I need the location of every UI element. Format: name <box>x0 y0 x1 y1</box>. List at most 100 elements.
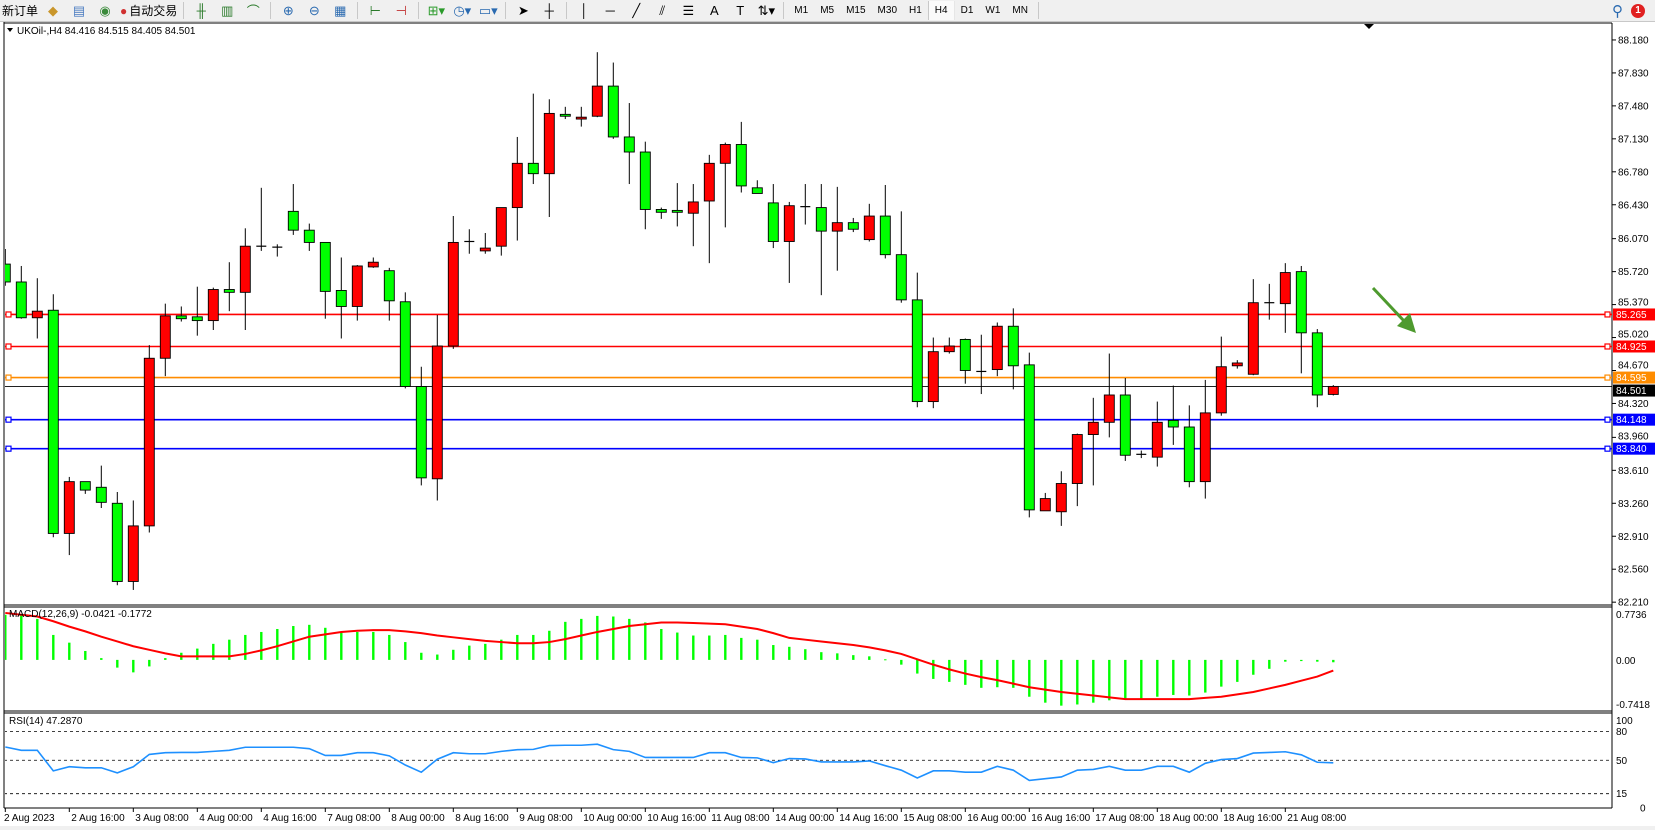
zoom-in-icon[interactable]: ⊕ <box>282 2 294 18</box>
price-tick-label: 85.720 <box>1618 267 1649 278</box>
timeframe-h1[interactable]: H1 <box>909 5 922 16</box>
level-handle[interactable] <box>1604 374 1611 381</box>
candlestick-chart-icon[interactable]: ▥ <box>221 2 234 18</box>
chart-shift-marker-icon[interactable] <box>1364 24 1374 29</box>
level-handle[interactable] <box>5 416 12 423</box>
candle <box>399 292 411 389</box>
candle <box>543 99 555 217</box>
candle-body <box>95 486 107 503</box>
candle <box>367 257 379 268</box>
candle-body <box>1087 421 1099 435</box>
candle-body <box>1215 366 1227 414</box>
notification-badge[interactable]: 1 <box>1631 3 1645 18</box>
trendline-icon[interactable]: ╱ <box>632 2 641 18</box>
horizontal-line-icon[interactable]: ─ <box>605 3 615 18</box>
candle-body <box>1167 419 1179 428</box>
macd-bar <box>148 659 151 667</box>
candle-body <box>159 315 171 359</box>
timeframe-h4[interactable]: H4 <box>927 1 955 20</box>
timeframe-m1[interactable]: M1 <box>794 5 809 16</box>
symbol-label: UKOil-,H4 84.416 84.515 84.405 84.501 <box>17 26 196 37</box>
macd-bar <box>1156 659 1159 697</box>
candle-body <box>847 222 859 230</box>
level-handle[interactable] <box>5 374 12 381</box>
macd-bar <box>5 614 7 660</box>
tile-windows-icon[interactable]: ▦ <box>334 2 347 18</box>
server-icon[interactable]: ▤ <box>72 2 86 18</box>
toolbar-divider <box>270 2 272 19</box>
new-order-button[interactable]: 新订单 <box>2 4 39 18</box>
time-tick-label: 8 Aug 00:00 <box>391 813 445 824</box>
candle-body <box>239 245 251 293</box>
candle-body <box>335 290 347 307</box>
candle <box>719 142 731 228</box>
candle <box>415 366 427 486</box>
gold-bar-icon[interactable]: ◆ <box>48 2 59 18</box>
indicators-icon[interactable]: ⊞▾ <box>427 2 445 18</box>
candle-body <box>591 85 603 117</box>
candle-body <box>1023 364 1035 511</box>
timeframe-mn[interactable]: MN <box>1012 5 1028 16</box>
time-tick-label: 8 Aug 16:00 <box>455 813 509 824</box>
auto-trading-button[interactable]: ● 自动交易 <box>118 1 179 20</box>
toolbar-divider <box>418 2 420 19</box>
candle-body <box>1231 362 1243 367</box>
equidistant-channel-icon[interactable]: ⫽ <box>659 2 666 18</box>
level-handle[interactable] <box>1604 343 1611 350</box>
candle-body <box>735 144 747 187</box>
timeframe-m30[interactable]: M30 <box>877 5 897 16</box>
level-handle[interactable] <box>5 343 12 350</box>
down-arrow-icon[interactable] <box>1371 286 1416 333</box>
macd-bar <box>868 656 871 660</box>
level-handle[interactable] <box>5 445 12 452</box>
timeframe-w1[interactable]: W1 <box>985 5 1001 16</box>
timeframe-d1[interactable]: D1 <box>960 5 974 16</box>
fibonacci-icon[interactable]: ☰ <box>682 2 695 18</box>
candle-body <box>511 162 523 209</box>
chart-shift-icon[interactable]: ⊢ <box>369 2 381 18</box>
candle <box>1119 378 1131 461</box>
macd-bar <box>964 659 967 685</box>
bar-chart-icon[interactable]: ╫ <box>196 3 206 18</box>
vertical-line-icon[interactable]: │ <box>580 3 589 18</box>
rsi-tick-label: 0 <box>1640 804 1646 815</box>
time-tick-label: 3 Aug 08:00 <box>135 813 189 824</box>
line-chart-icon[interactable]: ⌒ <box>246 4 260 19</box>
macd-bar <box>836 653 839 660</box>
price-tick-label: 87.130 <box>1618 134 1649 145</box>
macd-bar <box>244 634 247 660</box>
templates-icon[interactable]: ▭▾ <box>478 2 498 18</box>
zoom-out-icon[interactable]: ⊖ <box>308 2 320 18</box>
candle <box>447 216 459 349</box>
price-tick-label: 88.180 <box>1618 35 1649 46</box>
macd-bar <box>1204 659 1207 693</box>
autoscroll-icon[interactable]: ⊣ <box>395 2 407 18</box>
periods-clock-icon[interactable]: ◷▾ <box>453 2 472 18</box>
price-tick-label: 87.480 <box>1618 101 1649 112</box>
candle-body <box>719 144 731 164</box>
level-handle[interactable] <box>1604 445 1611 452</box>
timeframe-m15[interactable]: M15 <box>846 5 866 16</box>
arrows-icon[interactable]: ⇅▾ <box>757 2 775 18</box>
candle-body <box>31 310 43 319</box>
price-tick-label: 82.560 <box>1618 565 1649 576</box>
text-label-icon[interactable]: T <box>736 3 745 18</box>
level-handle[interactable] <box>1604 311 1611 318</box>
crosshair-icon[interactable]: ┼ <box>544 3 554 18</box>
candle-body <box>671 209 683 213</box>
level-handle[interactable] <box>5 311 12 318</box>
dropdown-triangle-icon[interactable] <box>7 28 13 32</box>
macd-bar <box>420 652 423 660</box>
macd-bar <box>1172 659 1175 695</box>
rsi-label: RSI(14) 47.2870 <box>9 716 83 727</box>
text-icon[interactable]: A <box>709 3 719 18</box>
search-icon[interactable]: ⚲ <box>1612 2 1623 20</box>
level-handle[interactable] <box>1604 416 1611 423</box>
timeframe-m5[interactable]: M5 <box>820 5 835 16</box>
candle <box>272 244 283 257</box>
candle <box>879 184 891 259</box>
candle <box>47 294 59 538</box>
cursor-icon[interactable]: ➤ <box>517 2 529 18</box>
signal-icon[interactable]: ◉ <box>99 2 111 18</box>
